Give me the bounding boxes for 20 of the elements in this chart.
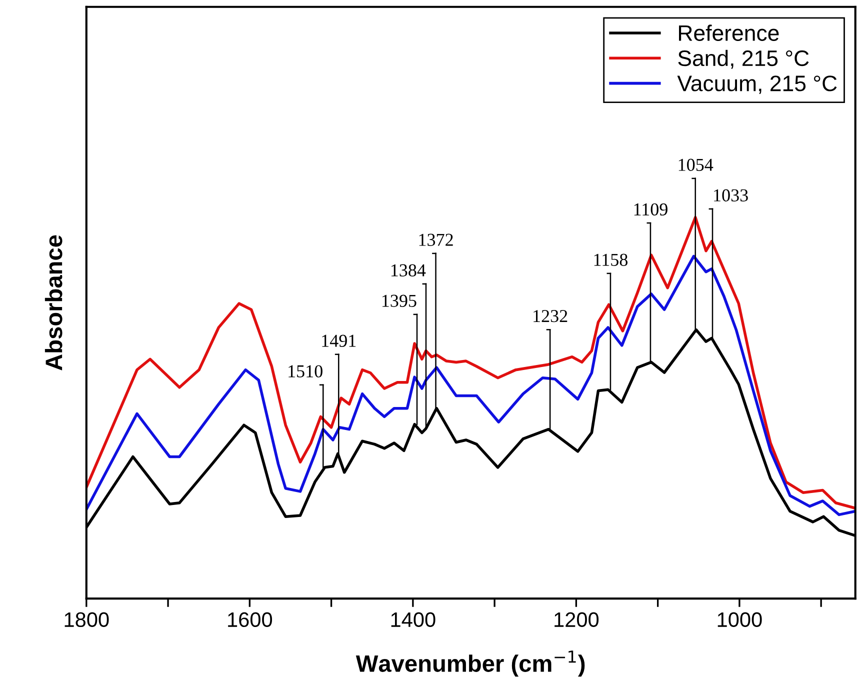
- annotation: 1384: [391, 264, 426, 276]
- annotation: 1372: [419, 234, 453, 246]
- legend-label: Reference: [679, 24, 779, 41]
- y-axis-title: Absorbance: [44, 235, 62, 370]
- annotation: 1491: [322, 334, 356, 347]
- legend-label: Vacuum, 215 °C: [677, 76, 837, 94]
- annotation: 1395: [382, 294, 416, 307]
- annotation: 1232: [534, 310, 568, 322]
- annotation: 1158: [594, 254, 628, 266]
- x-tick-label: 1000: [718, 612, 762, 628]
- annotation: 1109: [634, 203, 668, 216]
- annotation: 1510: [288, 365, 322, 378]
- x-tick-label: 1200: [554, 612, 599, 628]
- x-tick-label: 1800: [64, 612, 109, 628]
- x-tick-label: 1400: [391, 612, 436, 628]
- annotation: 1033: [714, 189, 748, 202]
- x-axis-title: Wavenumber (cm$^{−1}$): [356, 650, 585, 677]
- annotation: 1054: [678, 158, 714, 171]
- legend-label: Sand, 215 °C: [678, 50, 809, 69]
- x-tick-label: 1600: [228, 612, 272, 628]
